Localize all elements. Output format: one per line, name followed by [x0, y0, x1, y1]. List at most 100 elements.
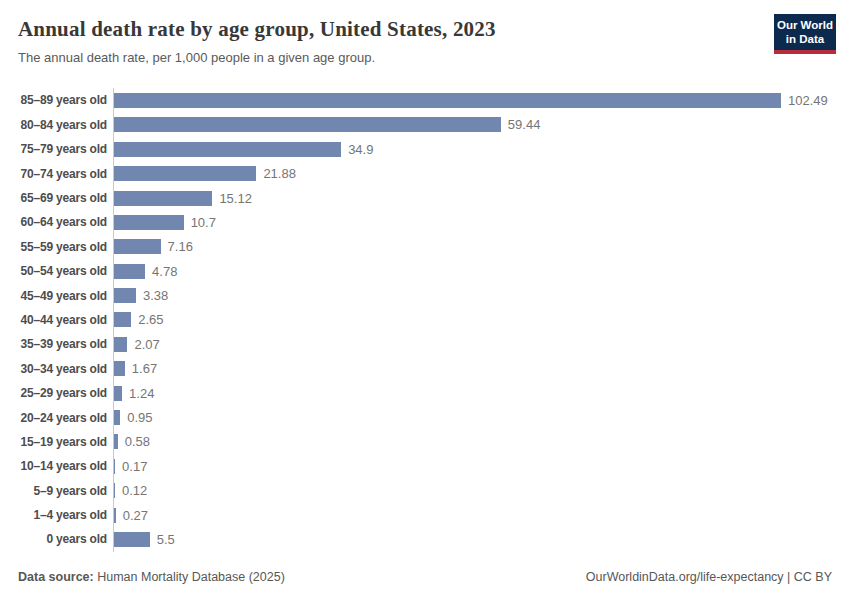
bar-zone: 1.24 [113, 381, 832, 405]
bar[interactable] [114, 166, 256, 181]
bar-label: 60–64 years old [12, 215, 113, 229]
chart-figure: Annual death rate by age group, United S… [0, 0, 850, 600]
bar-zone: 0.27 [113, 503, 832, 527]
bar-zone: 21.88 [113, 161, 832, 185]
bar-zone: 102.49 [113, 88, 832, 112]
bar[interactable] [114, 337, 127, 352]
bar[interactable] [114, 508, 116, 523]
chart-row: 1–4 years old 0.27 [12, 503, 832, 527]
chart-row: 45–49 years old 3.38 [12, 283, 832, 307]
chart-row: 60–64 years old 10.7 [12, 210, 832, 234]
bar-value: 1.24 [129, 386, 154, 401]
bar-label: 80–84 years old [12, 118, 113, 132]
chart-row: 0 years old 5.5 [12, 527, 832, 551]
owid-logo[interactable]: Our World in Data [774, 14, 836, 54]
bar[interactable] [114, 532, 150, 547]
bar-zone: 59.44 [113, 113, 832, 137]
data-source-label: Data source: [18, 570, 94, 584]
bar-label: 5–9 years old [12, 484, 113, 498]
bar-zone: 0.58 [113, 430, 832, 454]
bar[interactable] [114, 239, 161, 254]
bar-zone: 5.5 [113, 527, 832, 551]
bar-label: 65–69 years old [12, 191, 113, 205]
owid-logo-line2: in Data [774, 33, 836, 47]
bar[interactable] [114, 288, 136, 303]
bar-value: 34.9 [348, 142, 373, 157]
chart-row: 25–29 years old 1.24 [12, 381, 832, 405]
bar[interactable] [114, 93, 781, 108]
bar-zone: 0.12 [113, 479, 832, 503]
chart-rows: 85–89 years old 102.49 80–84 years old 59.4… [12, 88, 832, 551]
bar-label: 10–14 years old [12, 459, 113, 473]
bar-zone: 3.38 [113, 283, 832, 307]
bar-label: 70–74 years old [12, 167, 113, 181]
bar[interactable] [114, 459, 115, 474]
bar-label: 20–24 years old [12, 411, 113, 425]
bar-zone: 0.95 [113, 405, 832, 429]
bar[interactable] [114, 483, 115, 498]
bar-label: 35–39 years old [12, 337, 113, 351]
bar[interactable] [114, 215, 184, 230]
bar-value: 0.17 [122, 459, 147, 474]
bar[interactable] [114, 386, 122, 401]
data-source-text: Human Mortality Database (2025) [94, 570, 285, 584]
chart-footer: Data source: Human Mortality Database (2… [18, 570, 832, 584]
bar-value: 3.38 [143, 288, 168, 303]
bar-zone: 7.16 [113, 235, 832, 259]
chart-row: 65–69 years old 15.12 [12, 186, 832, 210]
bar-label: 75–79 years old [12, 142, 113, 156]
footer-link[interactable]: OurWorldinData.org/life-expectancy | CC … [586, 570, 832, 584]
chart-row: 85–89 years old 102.49 [12, 88, 832, 112]
bar[interactable] [114, 312, 131, 327]
bar[interactable] [114, 264, 145, 279]
data-source: Data source: Human Mortality Database (2… [18, 570, 285, 584]
bar-label: 85–89 years old [12, 93, 113, 107]
bar-value: 102.49 [788, 93, 828, 108]
bar-value: 15.12 [219, 191, 252, 206]
bar-label: 30–34 years old [12, 362, 113, 376]
bar[interactable] [114, 191, 212, 206]
bar[interactable] [114, 361, 125, 376]
bar-label: 25–29 years old [12, 386, 113, 400]
bar[interactable] [114, 117, 501, 132]
bar-value: 10.7 [191, 215, 216, 230]
bar-value: 7.16 [168, 239, 193, 254]
bar-value: 0.27 [123, 508, 148, 523]
bar-zone: 2.07 [113, 332, 832, 356]
bar-label: 0 years old [12, 532, 113, 546]
chart-row: 40–44 years old2.65 [12, 308, 832, 332]
chart-subtitle: The annual death rate, per 1,000 people … [18, 49, 750, 66]
bar[interactable] [114, 410, 120, 425]
bar-label: 40–44 years old [12, 313, 113, 327]
bar-label: 55–59 years old [12, 240, 113, 254]
bar[interactable] [114, 142, 341, 157]
chart-row: 55–59 years old 7.16 [12, 235, 832, 259]
bar-value: 0.58 [125, 434, 150, 449]
chart-row: 50–54 years old4.78 [12, 259, 832, 283]
chart-row: 75–79 years old 34.9 [12, 137, 832, 161]
chart-row: 5–9 years old0.12 [12, 479, 832, 503]
bar-zone: 34.9 [113, 137, 832, 161]
bar-chart: 85–89 years old 102.49 80–84 years old 59.4… [12, 88, 832, 551]
bar-value: 2.07 [134, 337, 159, 352]
bar-label: 1–4 years old [12, 508, 113, 522]
bar-value: 4.78 [152, 264, 177, 279]
bar-zone: 4.78 [113, 259, 832, 283]
bar-label: 45–49 years old [12, 289, 113, 303]
bar-zone: 1.67 [113, 357, 832, 381]
bar[interactable] [114, 434, 118, 449]
chart-row: 15–19 years old 0.58 [12, 430, 832, 454]
chart-row: 35–39 years old 2.07 [12, 332, 832, 356]
bar-zone: 10.7 [113, 210, 832, 234]
bar-value: 59.44 [508, 117, 541, 132]
bar-label: 15–19 years old [12, 435, 113, 449]
chart-row: 20–24 years old0.95 [12, 405, 832, 429]
chart-row: 80–84 years old 59.44 [12, 113, 832, 137]
bar-zone: 2.65 [113, 308, 832, 332]
chart-row: 10–14 years old 0.17 [12, 454, 832, 478]
owid-logo-line1: Our World [774, 19, 836, 33]
bar-value: 21.88 [263, 166, 296, 181]
bar-value: 5.5 [157, 532, 175, 547]
chart-row: 30–34 years old1.67 [12, 357, 832, 381]
chart-row: 70–74 years old 21.88 [12, 161, 832, 185]
